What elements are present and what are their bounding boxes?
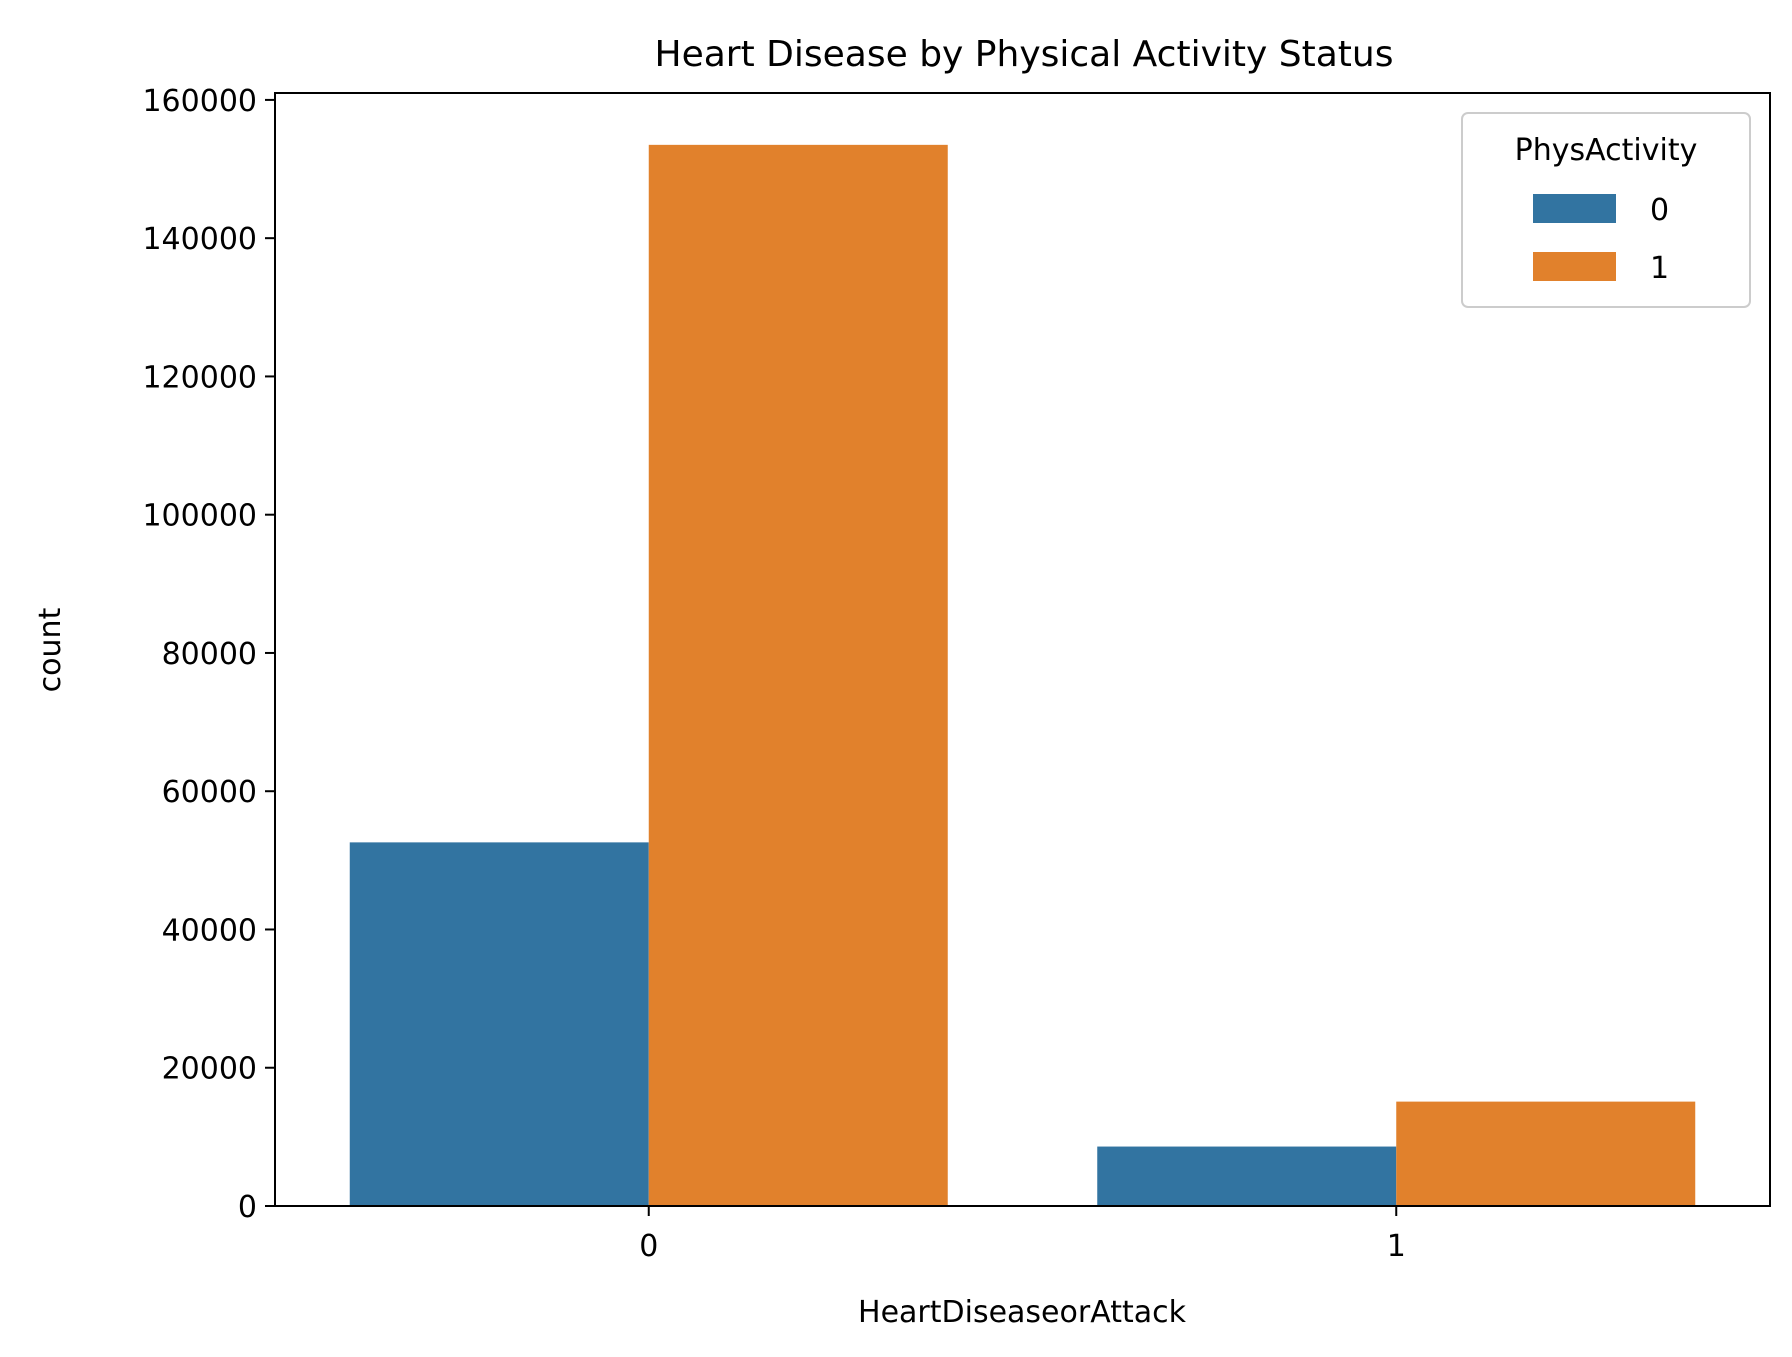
legend: PhysActivity 0 1 bbox=[1461, 112, 1751, 308]
legend-label-1: 1 bbox=[1650, 251, 1669, 286]
chart-title: Heart Disease by Physical Activity Statu… bbox=[655, 34, 1394, 75]
y-axis-label: count bbox=[33, 607, 68, 692]
y-axis: 0 20000 40000 60000 80000 100000 120000 140000 1… bbox=[142, 84, 275, 1225]
bar-series-1-category-0 bbox=[648, 144, 948, 1207]
y-tick-label: 80000 bbox=[162, 637, 257, 672]
y-tick-label: 160000 bbox=[142, 84, 257, 119]
legend-title: PhysActivity bbox=[1515, 133, 1698, 168]
bars-group bbox=[349, 144, 1696, 1207]
legend-swatch-0 bbox=[1533, 194, 1616, 223]
y-tick-label: 140000 bbox=[142, 222, 257, 257]
bar-series-0-category-0 bbox=[349, 842, 649, 1206]
bar-series-0-category-1 bbox=[1097, 1146, 1397, 1206]
y-tick-label: 100000 bbox=[142, 499, 257, 534]
y-tick-label: 60000 bbox=[162, 775, 257, 810]
y-tick-label: 120000 bbox=[142, 360, 257, 395]
y-tick-label: 20000 bbox=[162, 1052, 257, 1087]
bar-series-1-category-1 bbox=[1396, 1101, 1696, 1206]
y-tick-label: 0 bbox=[238, 1190, 257, 1225]
y-tick-label: 40000 bbox=[162, 913, 257, 948]
plot-frame bbox=[274, 92, 1771, 1207]
x-tick-label: 0 bbox=[639, 1229, 658, 1264]
legend-label-0: 0 bbox=[1650, 193, 1669, 228]
x-axis-label: HeartDiseaseorAttack bbox=[858, 1295, 1187, 1330]
legend-swatch-1 bbox=[1533, 252, 1616, 281]
x-tick-label: 1 bbox=[1387, 1229, 1406, 1264]
